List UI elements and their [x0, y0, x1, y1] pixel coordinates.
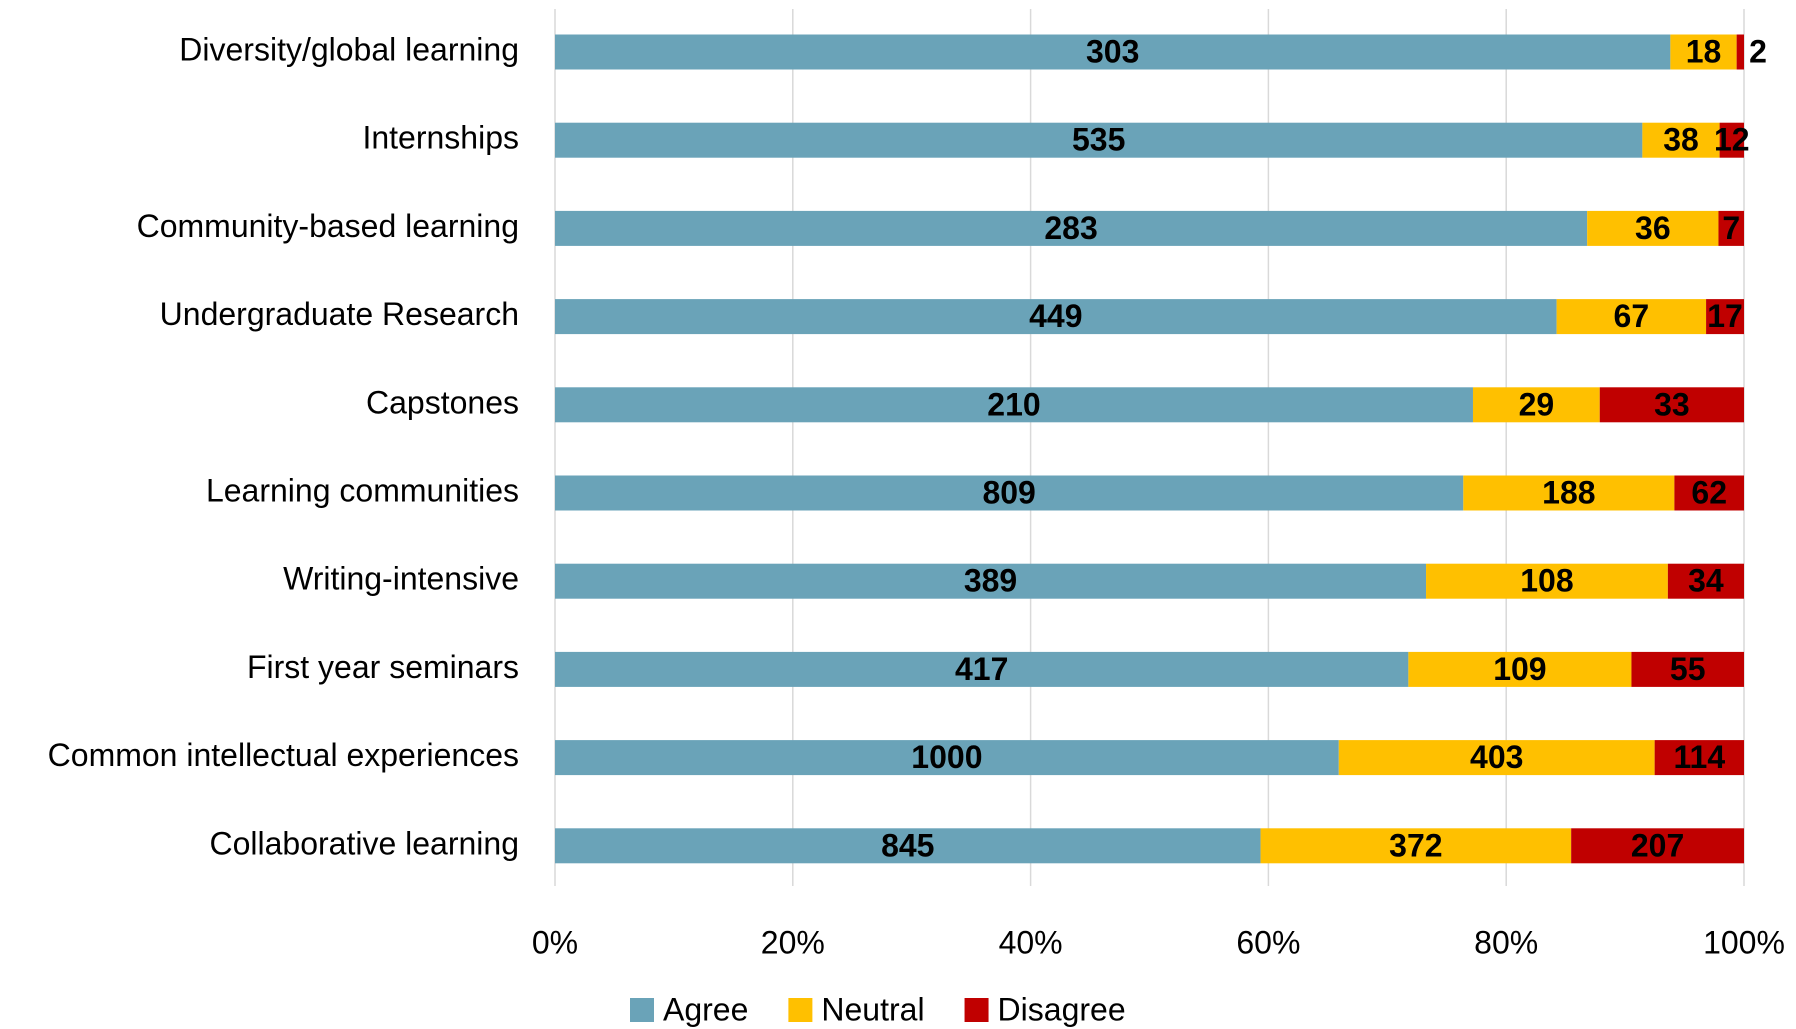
category-label: Collaborative learning: [209, 825, 519, 861]
value-label: 188: [1542, 474, 1595, 510]
value-label: 108: [1520, 563, 1573, 599]
bar-segment: [1654, 740, 1744, 776]
bar-segment: [1587, 210, 1719, 246]
category-label: Community-based learning: [137, 208, 519, 244]
bar-segment: [1556, 299, 1707, 335]
category-label: Capstones: [366, 384, 519, 420]
category-label: Common intellectual experiences: [48, 737, 519, 773]
bar-segment: [1472, 387, 1600, 423]
value-label: 207: [1631, 827, 1684, 863]
category-label: Internships: [362, 120, 519, 156]
bar-segment: [555, 651, 1409, 687]
value-label: 283: [1044, 210, 1097, 246]
value-label: 210: [987, 386, 1040, 422]
legend-label: Disagree: [998, 991, 1126, 1027]
value-label: 17: [1707, 298, 1743, 334]
value-label: 62: [1691, 474, 1727, 510]
value-label: 417: [955, 651, 1008, 687]
bar-segment: [1670, 34, 1737, 70]
bar-segment: [1571, 828, 1744, 864]
value-label: 29: [1519, 386, 1555, 422]
bar-segment: [555, 34, 1671, 70]
value-label: 303: [1086, 33, 1139, 69]
value-label: 449: [1029, 298, 1082, 334]
bar-segment: [1674, 475, 1744, 511]
legend-label: Agree: [663, 991, 748, 1027]
bar-segment: [555, 122, 1643, 158]
bar-segment: [555, 740, 1339, 776]
bar-segment: [555, 210, 1588, 246]
category-label: Learning communities: [206, 472, 519, 508]
value-label: 389: [964, 563, 1017, 599]
value-label: 2: [1749, 33, 1767, 69]
bar-segment: [1408, 651, 1632, 687]
value-label: 67: [1614, 298, 1650, 334]
value-label: 109: [1493, 651, 1546, 687]
bar-segment: [1718, 210, 1744, 246]
x-tick-label: 20%: [761, 924, 825, 960]
value-label: 1000: [911, 739, 982, 775]
bar-segment: [555, 563, 1427, 599]
bar-segment: [1260, 828, 1572, 864]
x-tick-label: 60%: [1236, 924, 1300, 960]
value-label: 36: [1635, 210, 1671, 246]
bar-segment: [555, 475, 1464, 511]
x-tick-label: 40%: [999, 924, 1063, 960]
category-label: First year seminars: [247, 649, 519, 685]
value-label: 18: [1686, 33, 1722, 69]
bar-segment: [1338, 740, 1655, 776]
x-tick-label: 0%: [532, 924, 578, 960]
bar-segment: [555, 299, 1557, 335]
bar-segment: [1463, 475, 1675, 511]
value-label: 114: [1674, 739, 1726, 775]
value-label: 38: [1663, 122, 1699, 158]
bar-segment: [555, 387, 1473, 423]
bar-segment: [1667, 563, 1744, 599]
value-label: 7: [1722, 210, 1740, 246]
value-label: 535: [1072, 122, 1125, 158]
legend-swatch: [630, 998, 654, 1022]
bar-segment: [1426, 563, 1668, 599]
value-label: 12: [1714, 122, 1750, 158]
bar-segment: [1599, 387, 1744, 423]
bar-segment: [1642, 122, 1720, 158]
category-label: Writing-intensive: [283, 561, 519, 597]
value-label: 809: [982, 474, 1035, 510]
value-label: 372: [1389, 827, 1442, 863]
bar-segment: [555, 828, 1261, 864]
legend-label: Neutral: [821, 991, 924, 1027]
x-tick-label: 80%: [1474, 924, 1538, 960]
value-label: 34: [1688, 563, 1724, 599]
legend-swatch: [788, 998, 813, 1022]
value-label: 33: [1654, 386, 1690, 422]
value-label: 403: [1470, 739, 1523, 775]
x-tick-label: 100%: [1703, 924, 1785, 960]
bar-segment: [1736, 34, 1744, 70]
category-label: Undergraduate Research: [160, 296, 519, 332]
bar-segment: [1706, 299, 1744, 335]
bar-segment: [1719, 122, 1744, 158]
value-label: 845: [881, 827, 934, 863]
legend-swatch: [964, 998, 989, 1022]
bar-segment: [1631, 651, 1744, 687]
value-label: 55: [1670, 651, 1706, 687]
category-label: Diversity/global learning: [179, 31, 519, 67]
